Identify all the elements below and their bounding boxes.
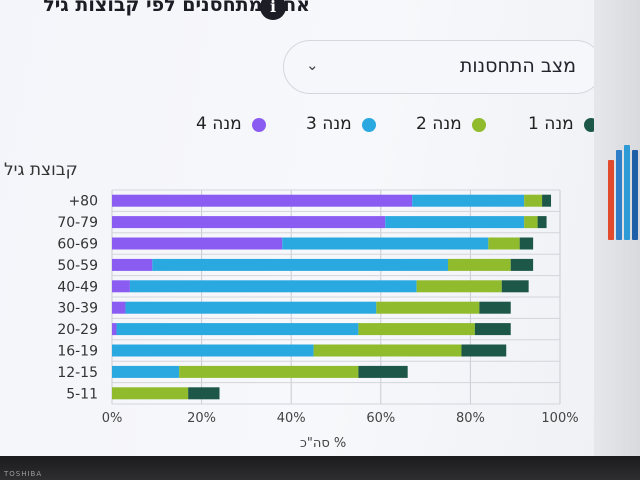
bar-segment [112,344,314,357]
bar-segment [313,344,462,357]
legend-label: מנה 4 [196,114,242,134]
y-axis-title: קבוצת גיל [4,160,78,180]
bar-segment [129,280,417,293]
bar-segment [112,280,130,293]
bar-segment [519,237,534,250]
x-tick-label: 20% [187,411,216,426]
book-decoration [624,145,630,240]
y-tick-label: 60-69 [57,237,98,253]
bar-segment [461,344,507,357]
y-tick-label: 20-29 [57,322,98,338]
bar-segment [474,323,511,336]
y-tick-label: 30-39 [57,301,98,317]
bar-segment [112,323,117,336]
bar-segment [112,387,189,400]
x-tick-label: 0% [102,411,123,426]
page-title: אחוז מתחסנים לפי קבוצות גיל [43,0,310,16]
bar-segment [358,365,408,378]
x-tick-label: 80% [456,411,485,426]
bar-segment [524,216,538,229]
bar-segment [385,216,525,229]
bar-segment [448,258,511,271]
bar-segment [416,280,502,293]
bar-segment [125,301,377,314]
vaccination-status-dropdown[interactable]: מצב התחסנות ⌄ [283,40,603,94]
info-icon[interactable]: i [260,0,286,20]
y-tick-label: 40-49 [57,279,98,295]
bar-segment [501,280,529,293]
y-tick-label: 16-19 [57,344,98,360]
bar-segment [188,387,220,400]
background-room [594,0,640,456]
legend-label: מנה 1 [528,114,574,134]
bar-segment [488,237,520,250]
stacked-bar-chart: 0% 20% 40% 60% 80% 100% +80 70-79 60-69 50-59 40-4… [57,189,579,426]
screen: אחוז מתחסנים לפי קבוצות גיל i מצב התחסנו… [0,0,640,456]
bar-segment [524,194,543,207]
y-tick-label: +80 [68,194,98,210]
bar-segment [112,258,153,271]
x-tick-label: 60% [366,411,395,426]
book-decoration [608,160,614,240]
bar-segment [510,258,534,271]
legend-swatch-icon [472,118,486,132]
book-decoration [616,150,622,240]
y-tick-label: 70-79 [57,215,98,231]
y-tick-label: 12-15 [57,365,98,381]
legend-label: מנה 2 [416,114,462,134]
bar-segment [542,194,552,207]
monitor-bezel [0,456,640,480]
bar-segment [179,365,359,378]
bar-segment [537,216,547,229]
brand-logo: TOSHIBA [4,470,43,478]
bar-segment [358,323,475,336]
y-tick-label: 50-59 [57,258,98,274]
bar-segment [112,237,283,250]
bar-segment [112,194,413,207]
x-tick-label: 100% [541,411,578,426]
bar-segment [376,301,480,314]
y-tick-label: 5-11 [66,386,98,402]
bar-segment [112,365,180,378]
bars-layer [112,194,552,400]
bar-segment [112,301,126,314]
legend-label: מנה 3 [306,114,352,134]
bar-segment [116,323,359,336]
x-tick-label: 40% [277,411,306,426]
bar-segment [412,194,525,207]
x-axis-title: % סה"כ [300,436,347,451]
bar-segment [112,216,386,229]
bar-segment [479,301,511,314]
bar-segment [282,237,489,250]
legend-swatch-icon [252,118,266,132]
chevron-down-icon: ⌄ [306,56,319,74]
bar-segment [152,258,448,271]
labels-layer: 0% 20% 40% 60% 80% 100% +80 70-79 60-69 50-59 40-4… [57,194,578,426]
book-decoration [632,150,638,240]
legend-swatch-icon [362,118,376,132]
dropdown-selected-value: מצב התחסנות [459,55,576,77]
